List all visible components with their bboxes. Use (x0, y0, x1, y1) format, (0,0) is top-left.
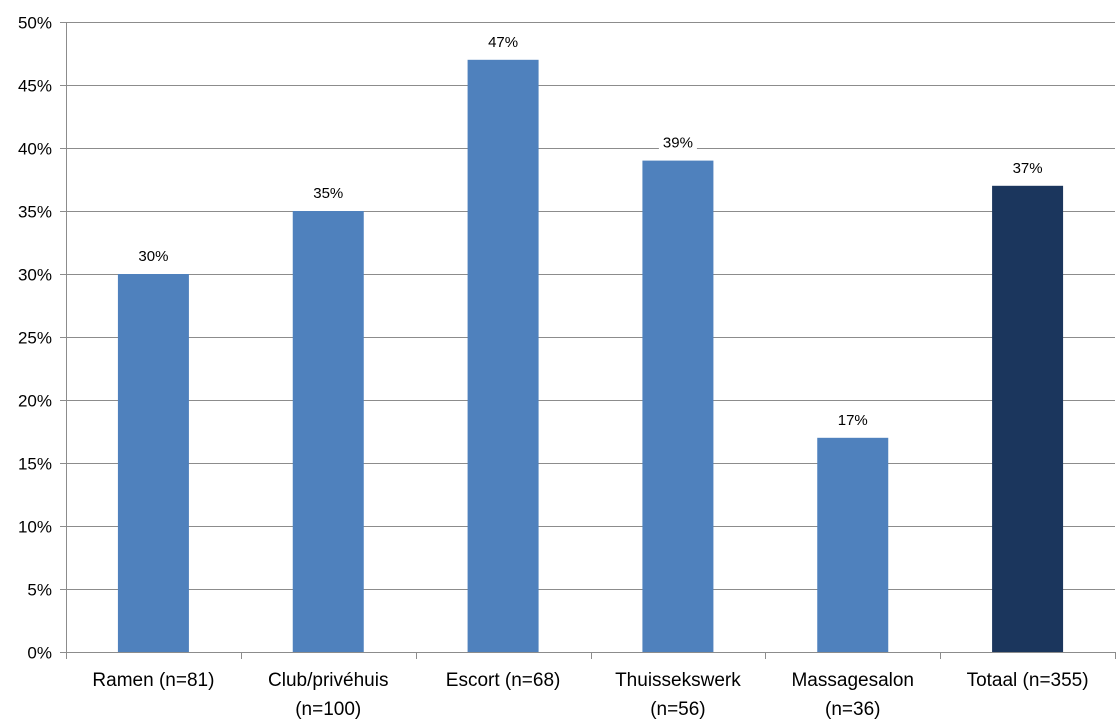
y-tick-label: 50% (18, 14, 52, 33)
axes (60, 22, 1116, 659)
bar (992, 185, 1064, 653)
category-label: (n=36) (825, 699, 880, 720)
x-category-labels: Ramen (n=81) Club/privéhuis (n=100) Escort … (92, 670, 1088, 720)
bar (292, 211, 364, 652)
category-label: Totaal (n=355) (967, 670, 1089, 691)
y-tick-label: 40% (18, 140, 52, 159)
category-label: Ramen (n=81) (92, 670, 214, 691)
data-labels: 30% 35% 47% 39% 17% 37% (134, 29, 1047, 430)
data-label-background (833, 407, 872, 430)
y-tick-label: 15% (18, 455, 52, 474)
data-label: 39% (663, 135, 693, 152)
category-label: Thuissekswerk (615, 670, 741, 691)
data-label: 17% (838, 412, 868, 429)
category-label: Massagesalon (791, 670, 914, 691)
y-tick-label: 35% (18, 203, 52, 222)
category-label: (n=56) (650, 699, 705, 720)
y-tick-label: 10% (18, 518, 52, 537)
bar (642, 160, 714, 652)
y-tick-label: 0% (27, 644, 52, 663)
category-label: Escort (n=68) (446, 670, 561, 691)
data-label: 47% (488, 34, 518, 51)
y-tick-label: 20% (18, 392, 52, 411)
bar (467, 59, 539, 653)
bar (817, 437, 889, 652)
data-label: 30% (138, 248, 168, 265)
data-label-background (658, 130, 697, 153)
y-tick-labels: 0% 5% 10% 15% 20% 25% 30% 35% 40% 45% 50% (18, 14, 52, 663)
data-label: 37% (1013, 160, 1043, 177)
y-tick-label: 5% (27, 581, 52, 600)
category-label: (n=100) (295, 699, 361, 720)
bars (117, 59, 1064, 653)
data-label-background (484, 29, 523, 52)
y-tick-label: 25% (18, 329, 52, 348)
y-tick-label: 45% (18, 77, 52, 96)
data-label-background (1008, 155, 1047, 178)
y-tick-label: 30% (18, 266, 52, 285)
data-label: 35% (313, 185, 343, 202)
bar (117, 274, 189, 652)
data-label-background (309, 181, 348, 203)
gridlines (66, 22, 1115, 590)
data-label-background (134, 244, 173, 266)
category-label: Club/privéhuis (268, 670, 388, 691)
